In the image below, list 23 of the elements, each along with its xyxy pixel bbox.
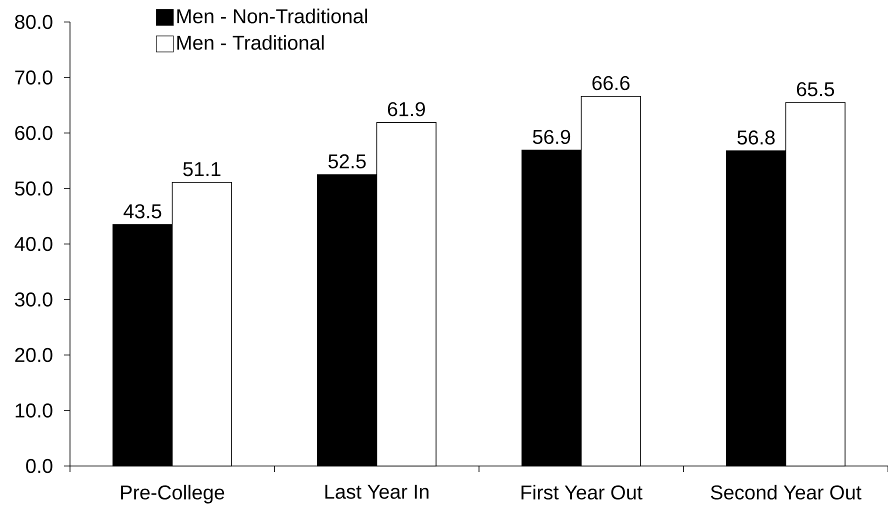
y-tick-label: 60.0 bbox=[15, 126, 52, 140]
data-label: 65.5 bbox=[796, 82, 834, 96]
y-tick-label: 50.0 bbox=[15, 181, 52, 196]
data-label: 56.9 bbox=[532, 130, 570, 144]
x-tick-label: Second Year Out bbox=[710, 484, 862, 500]
y-tick-label: 80.0 bbox=[15, 14, 52, 30]
y-tick-label: 70.0 bbox=[15, 70, 52, 85]
y-tick-label: 10.0 bbox=[16, 403, 52, 418]
legend-label: Men - Non-Traditional bbox=[177, 8, 367, 24]
x-tick-label: Last Year In bbox=[325, 484, 428, 499]
x-tick-label: First Year Out bbox=[522, 484, 642, 500]
y-tick-label: 20.0 bbox=[15, 348, 52, 362]
y-tick-label: 30.0 bbox=[14, 292, 52, 307]
y-tick-label: 0.0 bbox=[26, 458, 52, 474]
legend-label: Men - Traditional bbox=[177, 35, 324, 50]
data-label: 51.1 bbox=[183, 162, 220, 176]
data-label: 52.5 bbox=[328, 154, 366, 168]
data-label: 66.6 bbox=[592, 76, 630, 90]
x-tick-label: Pre-College bbox=[121, 484, 224, 504]
data-label: 61.9 bbox=[388, 102, 425, 116]
data-label: 43.5 bbox=[124, 204, 162, 218]
data-label: 56.8 bbox=[737, 130, 775, 145]
y-tick-label: 40.0 bbox=[14, 236, 52, 252]
